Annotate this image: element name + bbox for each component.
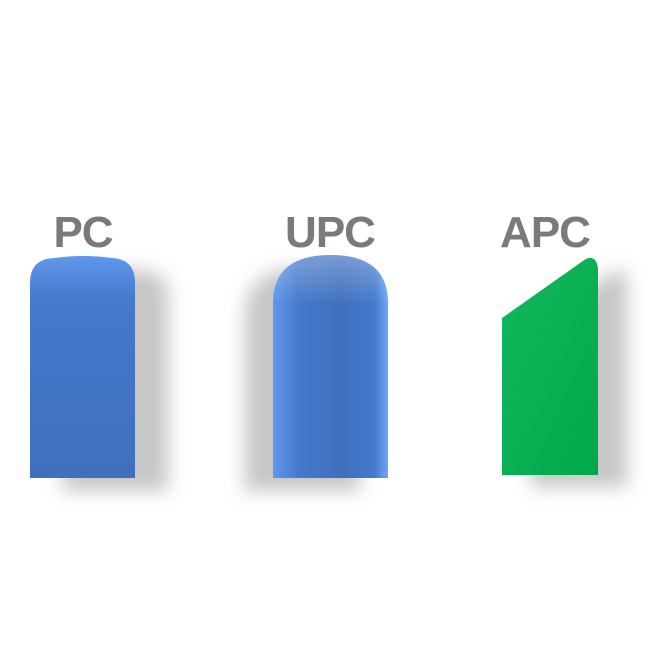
- upc-ferrule-sheen: [273, 255, 388, 478]
- label-pc: PC: [53, 208, 113, 257]
- label-apc: APC: [500, 208, 591, 257]
- apc-ferrule-shape: [502, 257, 598, 475]
- label-upc: UPC: [285, 208, 376, 257]
- pc-ferrule-shape: [30, 256, 135, 478]
